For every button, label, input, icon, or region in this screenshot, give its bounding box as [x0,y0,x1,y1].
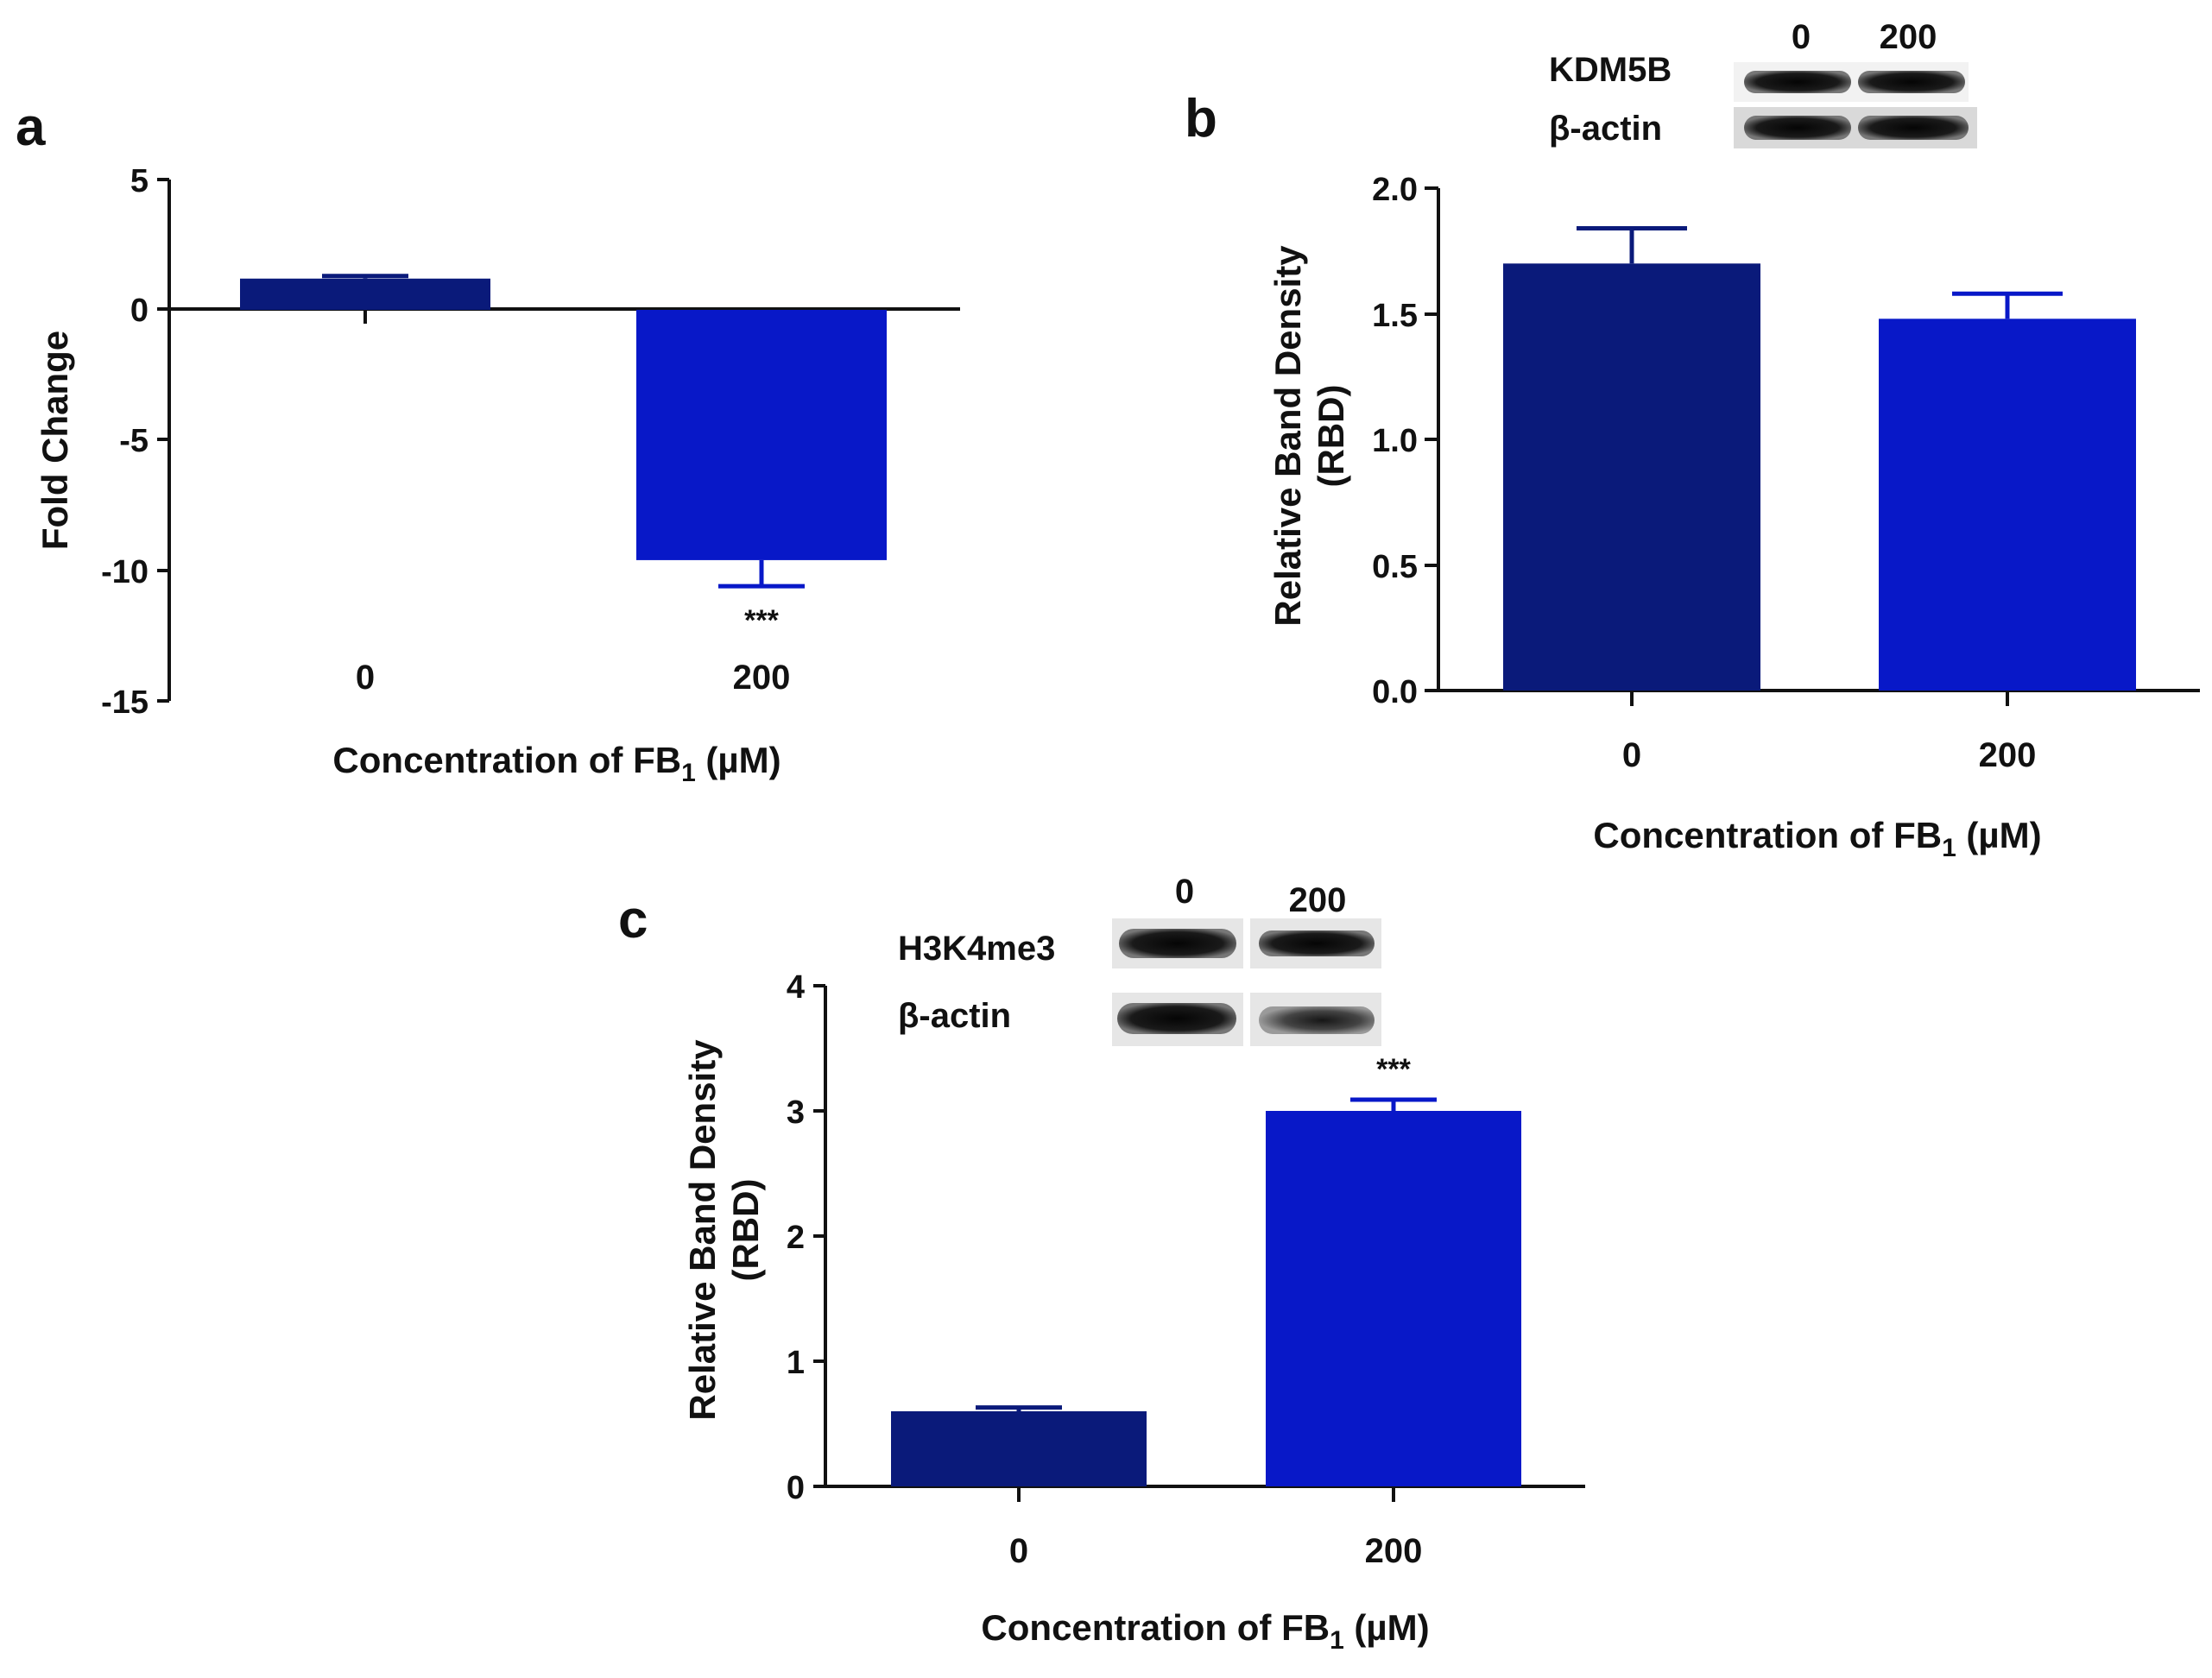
x-axis-title: Concentration of FB1 (µM) [332,740,781,787]
y-axis-title: Relative Band Density [1267,245,1308,627]
x-axis-title: Concentration of FB1 (µM) [981,1607,1429,1655]
y-axis-title: Relative Band Density [682,1039,723,1421]
lane-label: 200 [1289,881,1347,919]
panel-letter-a: a [16,98,46,157]
blot-band [1744,71,1851,93]
y-tick-label: 1.5 [1372,298,1418,334]
panel-b: b 0 200 KDM5B β-actin 2.0 1.5 1.0 0.5 0.… [1185,18,2200,862]
panel-b-y-ticks: 2.0 1.5 1.0 0.5 0.0 [1372,172,1438,710]
western-blot-b: 0 200 KDM5B β-actin [1549,18,1977,148]
y-tick-label: -15 [101,684,149,721]
blot-band [1744,116,1851,140]
bar-treated [1879,319,2136,691]
lane-label: 200 [1880,18,1937,56]
x-category-label: 0 [356,659,375,697]
lane-label: 0 [1175,873,1194,911]
y-tick-label: 1 [787,1345,805,1381]
x-category-label: 200 [1365,1532,1423,1570]
y-tick-label: 4 [787,969,805,1006]
blot-row-label: KDM5B [1549,51,1672,89]
blot-row-label: β-actin [898,997,1011,1035]
x-category-label: 0 [1622,736,1641,774]
y-axis-title-unit: (RBD) [725,1179,766,1282]
blot-band [1858,116,1969,140]
blot-band [1119,929,1236,958]
y-axis-title-unit: (RBD) [1311,385,1351,488]
significance-mark: *** [1376,1053,1411,1086]
blot-band [1259,1006,1375,1034]
blot-band [1117,1003,1236,1034]
blot-row-label: β-actin [1549,110,1662,148]
bar-control [240,278,490,310]
y-tick-label: 2 [787,1220,805,1256]
panel-a: a 5 0 -5 -10 -15 *** 0 200 Concentration… [16,98,960,787]
y-tick-label: -5 [119,423,149,459]
y-tick-label: 0 [787,1470,805,1506]
x-category-label: 200 [733,659,791,697]
western-blot-c: 0 200 H3K4me3 β-actin [898,873,1381,1046]
lane-label: 0 [1792,18,1811,56]
panel-c: c 0 200 H3K4me3 β-actin 4 3 2 1 [618,873,1585,1655]
x-category-label: 200 [1979,736,2037,774]
y-tick-label: -10 [101,554,149,590]
y-tick-label: 0.5 [1372,549,1418,585]
x-category-label: 0 [1009,1532,1028,1570]
bar-control [1503,263,1760,691]
panel-a-y-ticks: 5 0 -5 -10 -15 [101,163,169,721]
bar-treated [636,310,887,560]
x-axis-title: Concentration of FB1 (µM) [1593,815,2041,862]
y-tick-label: 0 [130,293,149,329]
panel-letter-b: b [1185,89,1217,148]
y-tick-label: 1.0 [1372,423,1418,459]
blot-band [1858,71,1965,93]
panel-c-y-ticks: 4 3 2 1 0 [787,969,825,1506]
blot-band [1259,930,1375,956]
blot-row-label: H3K4me3 [898,930,1055,968]
y-tick-label: 3 [787,1094,805,1131]
bar-control [891,1411,1147,1486]
y-axis-title: Fold Change [35,331,75,550]
y-tick-label: 0.0 [1372,674,1418,710]
bar-treated [1266,1111,1521,1486]
y-tick-label: 5 [130,163,149,199]
y-tick-label: 2.0 [1372,172,1418,208]
panel-letter-c: c [618,890,648,949]
significance-mark: *** [744,604,779,637]
